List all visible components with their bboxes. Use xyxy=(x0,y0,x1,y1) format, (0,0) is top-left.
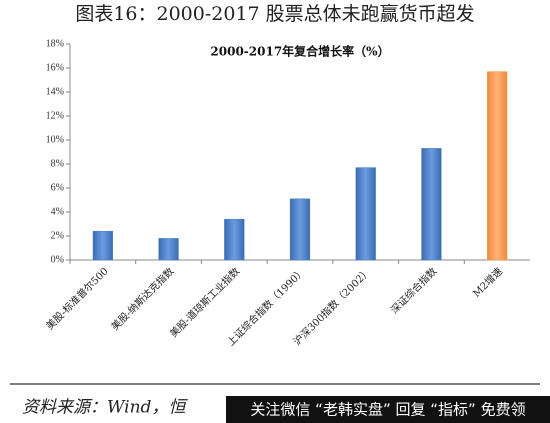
y-tick-label: 14% xyxy=(46,86,64,97)
x-tick-label: 美股-标准普尔500 xyxy=(43,265,111,333)
x-tick-label: 深证综合指数 xyxy=(388,265,440,317)
bar xyxy=(355,167,376,261)
y-tick-label: 12% xyxy=(46,110,64,121)
bar xyxy=(92,230,113,261)
y-tick-label: 0% xyxy=(51,254,64,265)
watermark-bg xyxy=(226,396,550,423)
y-tick-label: 10% xyxy=(46,134,64,145)
chart-title: 2000-2017年复合增长率（%） xyxy=(210,44,389,59)
x-tick-label: 美股-纳斯达克指数 xyxy=(108,265,176,333)
y-tick-label: 6% xyxy=(51,182,64,193)
bar xyxy=(289,198,311,261)
bar xyxy=(487,71,508,261)
bar xyxy=(224,218,245,261)
y-tick-label: 2% xyxy=(51,230,64,241)
y-tick-label: 18% xyxy=(46,38,64,49)
x-tick-label: M2增速 xyxy=(470,265,505,300)
bar xyxy=(158,238,179,261)
bar xyxy=(421,148,442,261)
y-tick-label: 8% xyxy=(51,158,64,169)
source-note: 资料来源：Wind，恒 xyxy=(22,398,188,418)
y-tick-label: 16% xyxy=(46,62,64,73)
watermark: 关注微信 “老韩实盘” 回复 “指标” 免费领 xyxy=(250,401,525,419)
x-tick-label: 美股-道琼斯工业指数 xyxy=(167,265,242,340)
page-title: 图表16：2000-2017 股票总体未跑赢货币超发 xyxy=(75,3,474,25)
y-tick-label: 4% xyxy=(51,206,64,217)
